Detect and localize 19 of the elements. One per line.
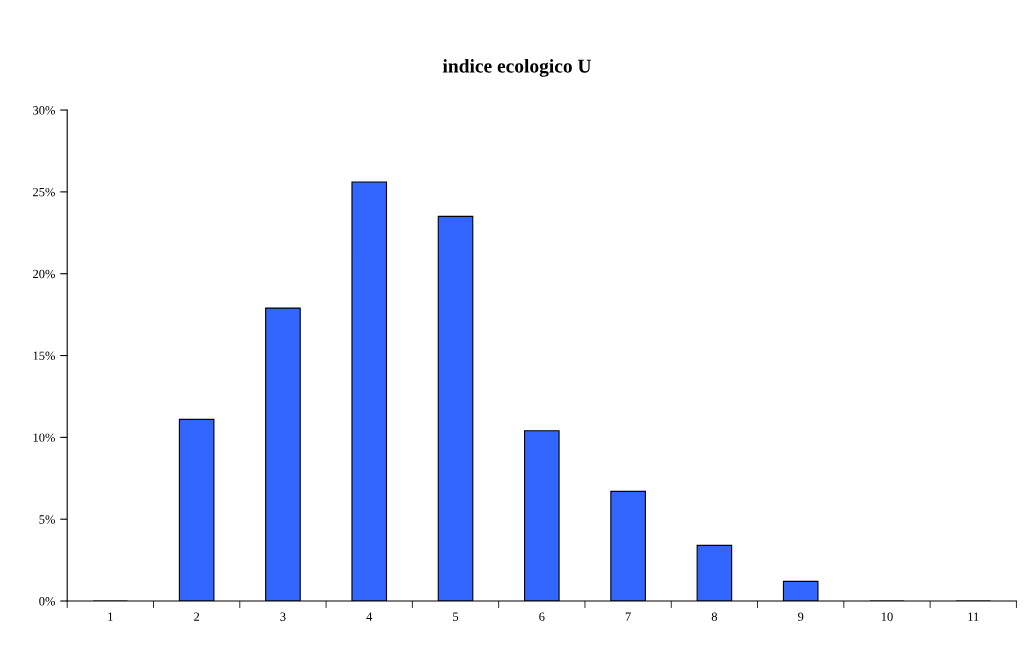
x-tick-label: 4 — [366, 612, 373, 621]
y-tick-label: 0% — [39, 597, 55, 606]
x-tick-label: 8 — [711, 612, 718, 621]
chart-title: indice ecologico U — [442, 58, 592, 77]
x-tick-label: 1 — [108, 612, 113, 621]
x-tick-label: 11 — [968, 612, 979, 621]
x-tick-label: 9 — [797, 612, 804, 621]
x-tick-label: 3 — [280, 612, 286, 621]
y-tick-label: 25% — [33, 187, 55, 197]
y-tick-label: 5% — [39, 515, 55, 524]
x-tick-label: 2 — [194, 612, 200, 621]
x-tick-label: 5 — [453, 612, 459, 621]
x-tick-label: 10 — [881, 612, 893, 621]
x-tick-label: 7 — [625, 612, 631, 621]
y-tick-label: 10% — [33, 433, 55, 442]
y-tick-label: 20% — [33, 269, 55, 279]
y-tick-label: 30% — [33, 106, 55, 115]
y-tick-label: 15% — [33, 351, 55, 361]
x-tick-label: 6 — [539, 612, 545, 621]
